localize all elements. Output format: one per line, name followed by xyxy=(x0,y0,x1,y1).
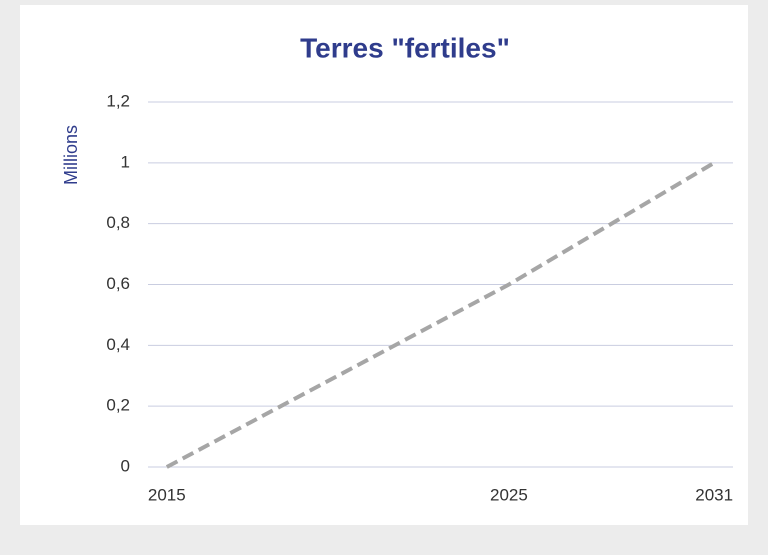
chart-title: Terres "fertiles" xyxy=(300,32,510,63)
x-tick-label: 2015 xyxy=(148,485,186,504)
chart-panel xyxy=(20,5,748,525)
x-tick-label: 2025 xyxy=(490,485,528,504)
y-tick-label: 0,4 xyxy=(106,335,130,354)
data-line xyxy=(165,161,716,469)
y-tick-label: 0 xyxy=(121,456,130,475)
y-tick-label: 0,2 xyxy=(106,396,130,415)
y-tick-label: 1 xyxy=(121,152,130,171)
y-axis-label: Millions xyxy=(61,125,81,185)
y-tick-label: 0,6 xyxy=(106,274,130,293)
y-tick-label: 1,2 xyxy=(106,91,130,110)
x-tick-label: 2031 xyxy=(695,485,733,504)
y-tick-label: 0,8 xyxy=(106,213,130,232)
